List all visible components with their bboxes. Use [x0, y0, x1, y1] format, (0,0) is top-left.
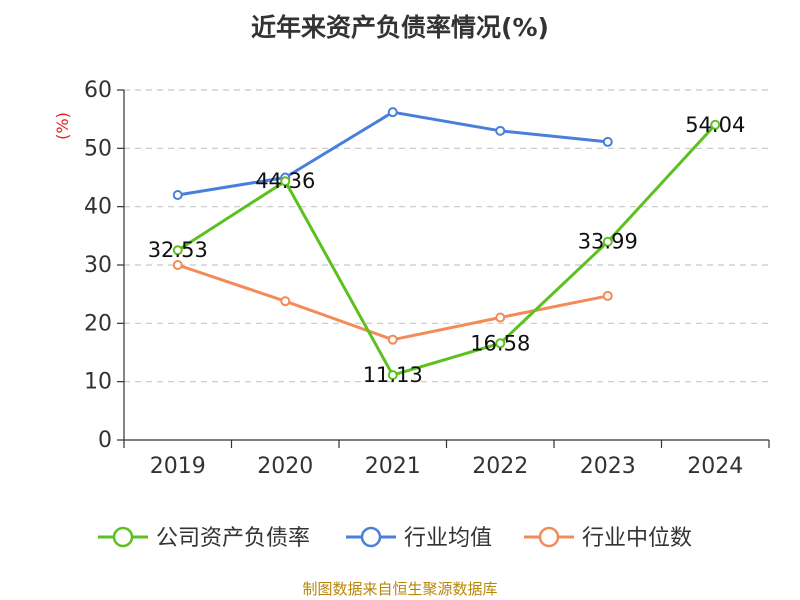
series-lines [172, 107, 721, 381]
series-line [177, 110, 608, 197]
x-tick-label: 2022 [472, 454, 528, 479]
legend-label: 公司资产负债率 [156, 526, 310, 551]
data-point [495, 125, 506, 136]
data-point [602, 136, 613, 147]
data-point [710, 119, 721, 130]
data-label: 11.13 [363, 363, 423, 387]
legend-marker [112, 526, 134, 548]
data-label: 16.58 [470, 331, 530, 355]
data-point [172, 260, 183, 270]
data-point [602, 290, 613, 301]
x-tick-label: 2023 [580, 454, 636, 479]
data-label: 44.36 [255, 169, 315, 193]
source-note: 制图数据来自恒生聚源数据库 [302, 580, 498, 598]
data-point [280, 296, 291, 307]
data-label: 33.99 [578, 230, 638, 254]
x-tick-label: 2024 [687, 454, 743, 479]
x-tick-label: 2019 [150, 454, 206, 479]
y-tick-label: 0 [98, 428, 112, 453]
data-point [387, 107, 398, 118]
legend: 公司资产负债率 行业均值 行业中位数 [98, 526, 692, 551]
y-tick-label: 60 [84, 78, 112, 103]
x-tick-label: 2020 [257, 454, 313, 479]
y-tick-label: 20 [84, 311, 112, 336]
y-tick-label: 10 [84, 370, 112, 395]
gridlines [124, 89, 769, 383]
x-tick-label: 2021 [365, 454, 421, 479]
y-tick-label: 40 [84, 195, 112, 220]
data-point [387, 370, 398, 381]
data-point [387, 334, 398, 345]
data-label: 32.53 [148, 238, 208, 262]
data-point [172, 190, 183, 200]
series-line [176, 123, 717, 377]
y-tick-label: 50 [84, 136, 112, 161]
legend-label: 行业均值 [404, 526, 492, 551]
legend-label: 行业中位数 [582, 526, 692, 551]
data-label: 54.04 [685, 113, 745, 137]
data-point [280, 176, 291, 187]
y-tick-label: 30 [84, 253, 112, 278]
legend-marker [538, 526, 560, 548]
data-point [495, 312, 506, 323]
chart-title: 近年来资产负债率情况(%) [251, 13, 549, 42]
data-point [602, 236, 613, 247]
axes: 0 10 20 30 40 50 60 2019 2020 2021 2022 2023 2024 (%) [53, 78, 770, 479]
data-point [172, 245, 183, 256]
legend-marker [360, 526, 382, 548]
y-axis-label: (%) [53, 112, 72, 140]
data-labels: 32.53 44.36 11.13 16.58 33.99 54.04 [148, 113, 746, 387]
data-point [495, 338, 506, 349]
